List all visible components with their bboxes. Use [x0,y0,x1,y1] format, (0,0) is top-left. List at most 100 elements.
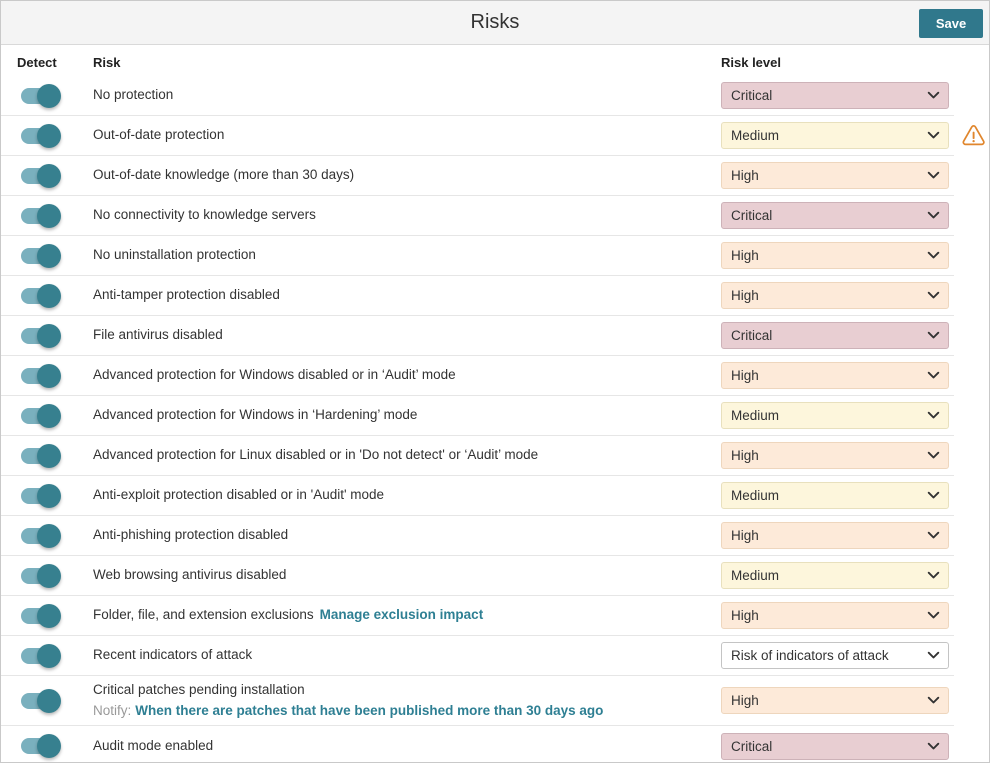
risk-cell: Web browsing antivirus disabled [93,561,721,589]
risk-level-select[interactable]: Medium [721,402,949,429]
risk-row: No uninstallation protection High [1,236,954,276]
risk-level-select[interactable]: High [721,687,949,715]
warning-icon [961,124,986,147]
risk-level-select-wrap: Medium [721,122,949,149]
detect-toggle[interactable] [21,203,65,229]
risk-level-select[interactable]: Medium [721,562,949,589]
risk-level-select[interactable]: Risk of indicators of attack [721,642,949,669]
risk-level-select[interactable]: Critical [721,202,949,229]
risk-level-select-wrap: High [721,282,949,309]
manage-exclusion-link[interactable]: Manage exclusion impact [319,607,484,623]
risk-level-select[interactable]: High [721,442,949,469]
risk-label: Audit mode enabled [93,738,214,754]
risk-row: Recent indicators of attack Risk of indi… [1,636,954,676]
risk-level-select-wrap: Critical [721,732,949,760]
risk-label: Out-of-date knowledge (more than 30 days… [93,167,355,183]
risk-level-select-wrap: Critical [721,202,949,229]
risk-level-select-wrap: High [721,242,949,269]
risk-cell: Advanced protection for Windows in ‘Hard… [93,401,721,429]
risk-level-select-wrap: Medium [721,562,949,589]
risk-label: Out-of-date protection [93,127,225,143]
detect-toggle[interactable] [21,123,65,149]
toggle-knob [37,643,61,668]
risk-level-select-wrap: High [721,442,949,469]
detect-toggle[interactable] [21,403,65,429]
risk-cell: Advanced protection for Windows disabled… [93,361,721,389]
risk-level-select[interactable]: Medium [721,122,949,149]
risk-level-select[interactable]: High [721,282,949,309]
risk-cell: Out-of-date knowledge (more than 30 days… [93,161,721,189]
detect-toggle[interactable] [21,243,65,269]
risk-row: Anti-tamper protection disabled High [1,276,954,316]
risk-label: Web browsing antivirus disabled [93,567,287,583]
risk-level-select[interactable]: Medium [721,482,949,509]
risk-level-select[interactable]: Critical [721,732,949,760]
toggle-knob [37,323,61,348]
page-header: Risks Save [1,1,989,45]
risk-level-select-wrap: Critical [721,82,949,109]
detect-toggle[interactable] [21,603,65,629]
risk-label: Critical patches pending installation [93,682,305,697]
risk-row: Advanced protection for Windows disabled… [1,356,954,396]
risk-level-select[interactable]: High [721,162,949,189]
toggle-knob [37,283,61,308]
risk-level-select[interactable]: Critical [721,322,949,349]
toggle-knob [37,483,61,508]
risk-label: No protection [93,87,174,103]
detect-toggle[interactable] [21,688,65,714]
detect-toggle[interactable] [21,733,65,759]
detect-toggle[interactable] [21,563,65,589]
risk-row: Web browsing antivirus disabled Medium [1,556,954,596]
risk-label: Advanced protection for Windows in ‘Hard… [93,407,418,423]
risk-label: Advanced protection for Windows disabled… [93,367,456,383]
toggle-knob [37,603,61,628]
toggle-knob [37,443,61,468]
detect-toggle[interactable] [21,643,65,669]
risk-level-select[interactable]: Critical [721,82,949,109]
risk-cell: Recent indicators of attack [93,641,721,669]
risk-label: Anti-tamper protection disabled [93,287,280,303]
risk-label: Anti-exploit protection disabled or in '… [93,487,385,503]
toggle-knob [37,363,61,388]
detect-toggle[interactable] [21,523,65,549]
detect-toggle[interactable] [21,163,65,189]
detect-toggle[interactable] [21,483,65,509]
risk-level-select[interactable]: High [721,242,949,269]
risk-level-select[interactable]: High [721,602,949,629]
risk-row: Anti-exploit protection disabled or in '… [1,476,954,516]
toggle-knob [37,563,61,588]
risk-label: File antivirus disabled [93,327,223,343]
risk-level-select-wrap: High [721,602,949,629]
save-button[interactable]: Save [919,9,983,38]
risk-level-select[interactable]: High [721,522,949,549]
risk-level-select-wrap: High [721,162,949,189]
detect-toggle[interactable] [21,83,65,109]
toggle-knob [37,163,61,188]
risk-cell: File antivirus disabled [93,321,721,349]
toggle-knob [37,403,61,428]
detect-toggle[interactable] [21,363,65,389]
toggle-knob [37,688,61,713]
toggle-knob [37,203,61,228]
detect-toggle[interactable] [21,323,65,349]
detect-toggle[interactable] [21,443,65,469]
risk-cell: Critical patches pending installation No… [93,676,721,725]
risk-label: Advanced protection for Linux disabled o… [93,447,539,463]
toggle-knob [37,734,61,759]
column-header-detect: Detect [17,55,57,70]
risk-cell: Anti-phishing protection disabled [93,521,721,549]
risk-row: No protection Critical [1,76,954,116]
risk-label: Folder, file, and extension exclusions [93,607,314,623]
risk-cell: Folder, file, and extension exclusions Ma… [93,601,721,629]
risk-row: Out-of-date protection Medium [1,116,985,156]
risk-row: Folder, file, and extension exclusions Ma… [1,596,954,636]
notify-condition-link[interactable]: When there are patches that have been pu… [135,703,604,719]
detect-toggle[interactable] [21,283,65,309]
table-column-header: Detect Risk Risk level [1,45,989,76]
risk-label: Anti-phishing protection disabled [93,527,289,543]
risk-level-select[interactable]: High [721,362,949,389]
toggle-knob [37,523,61,548]
risk-row: Critical patches pending installation No… [1,676,954,727]
risk-cell: Anti-exploit protection disabled or in '… [93,481,721,509]
